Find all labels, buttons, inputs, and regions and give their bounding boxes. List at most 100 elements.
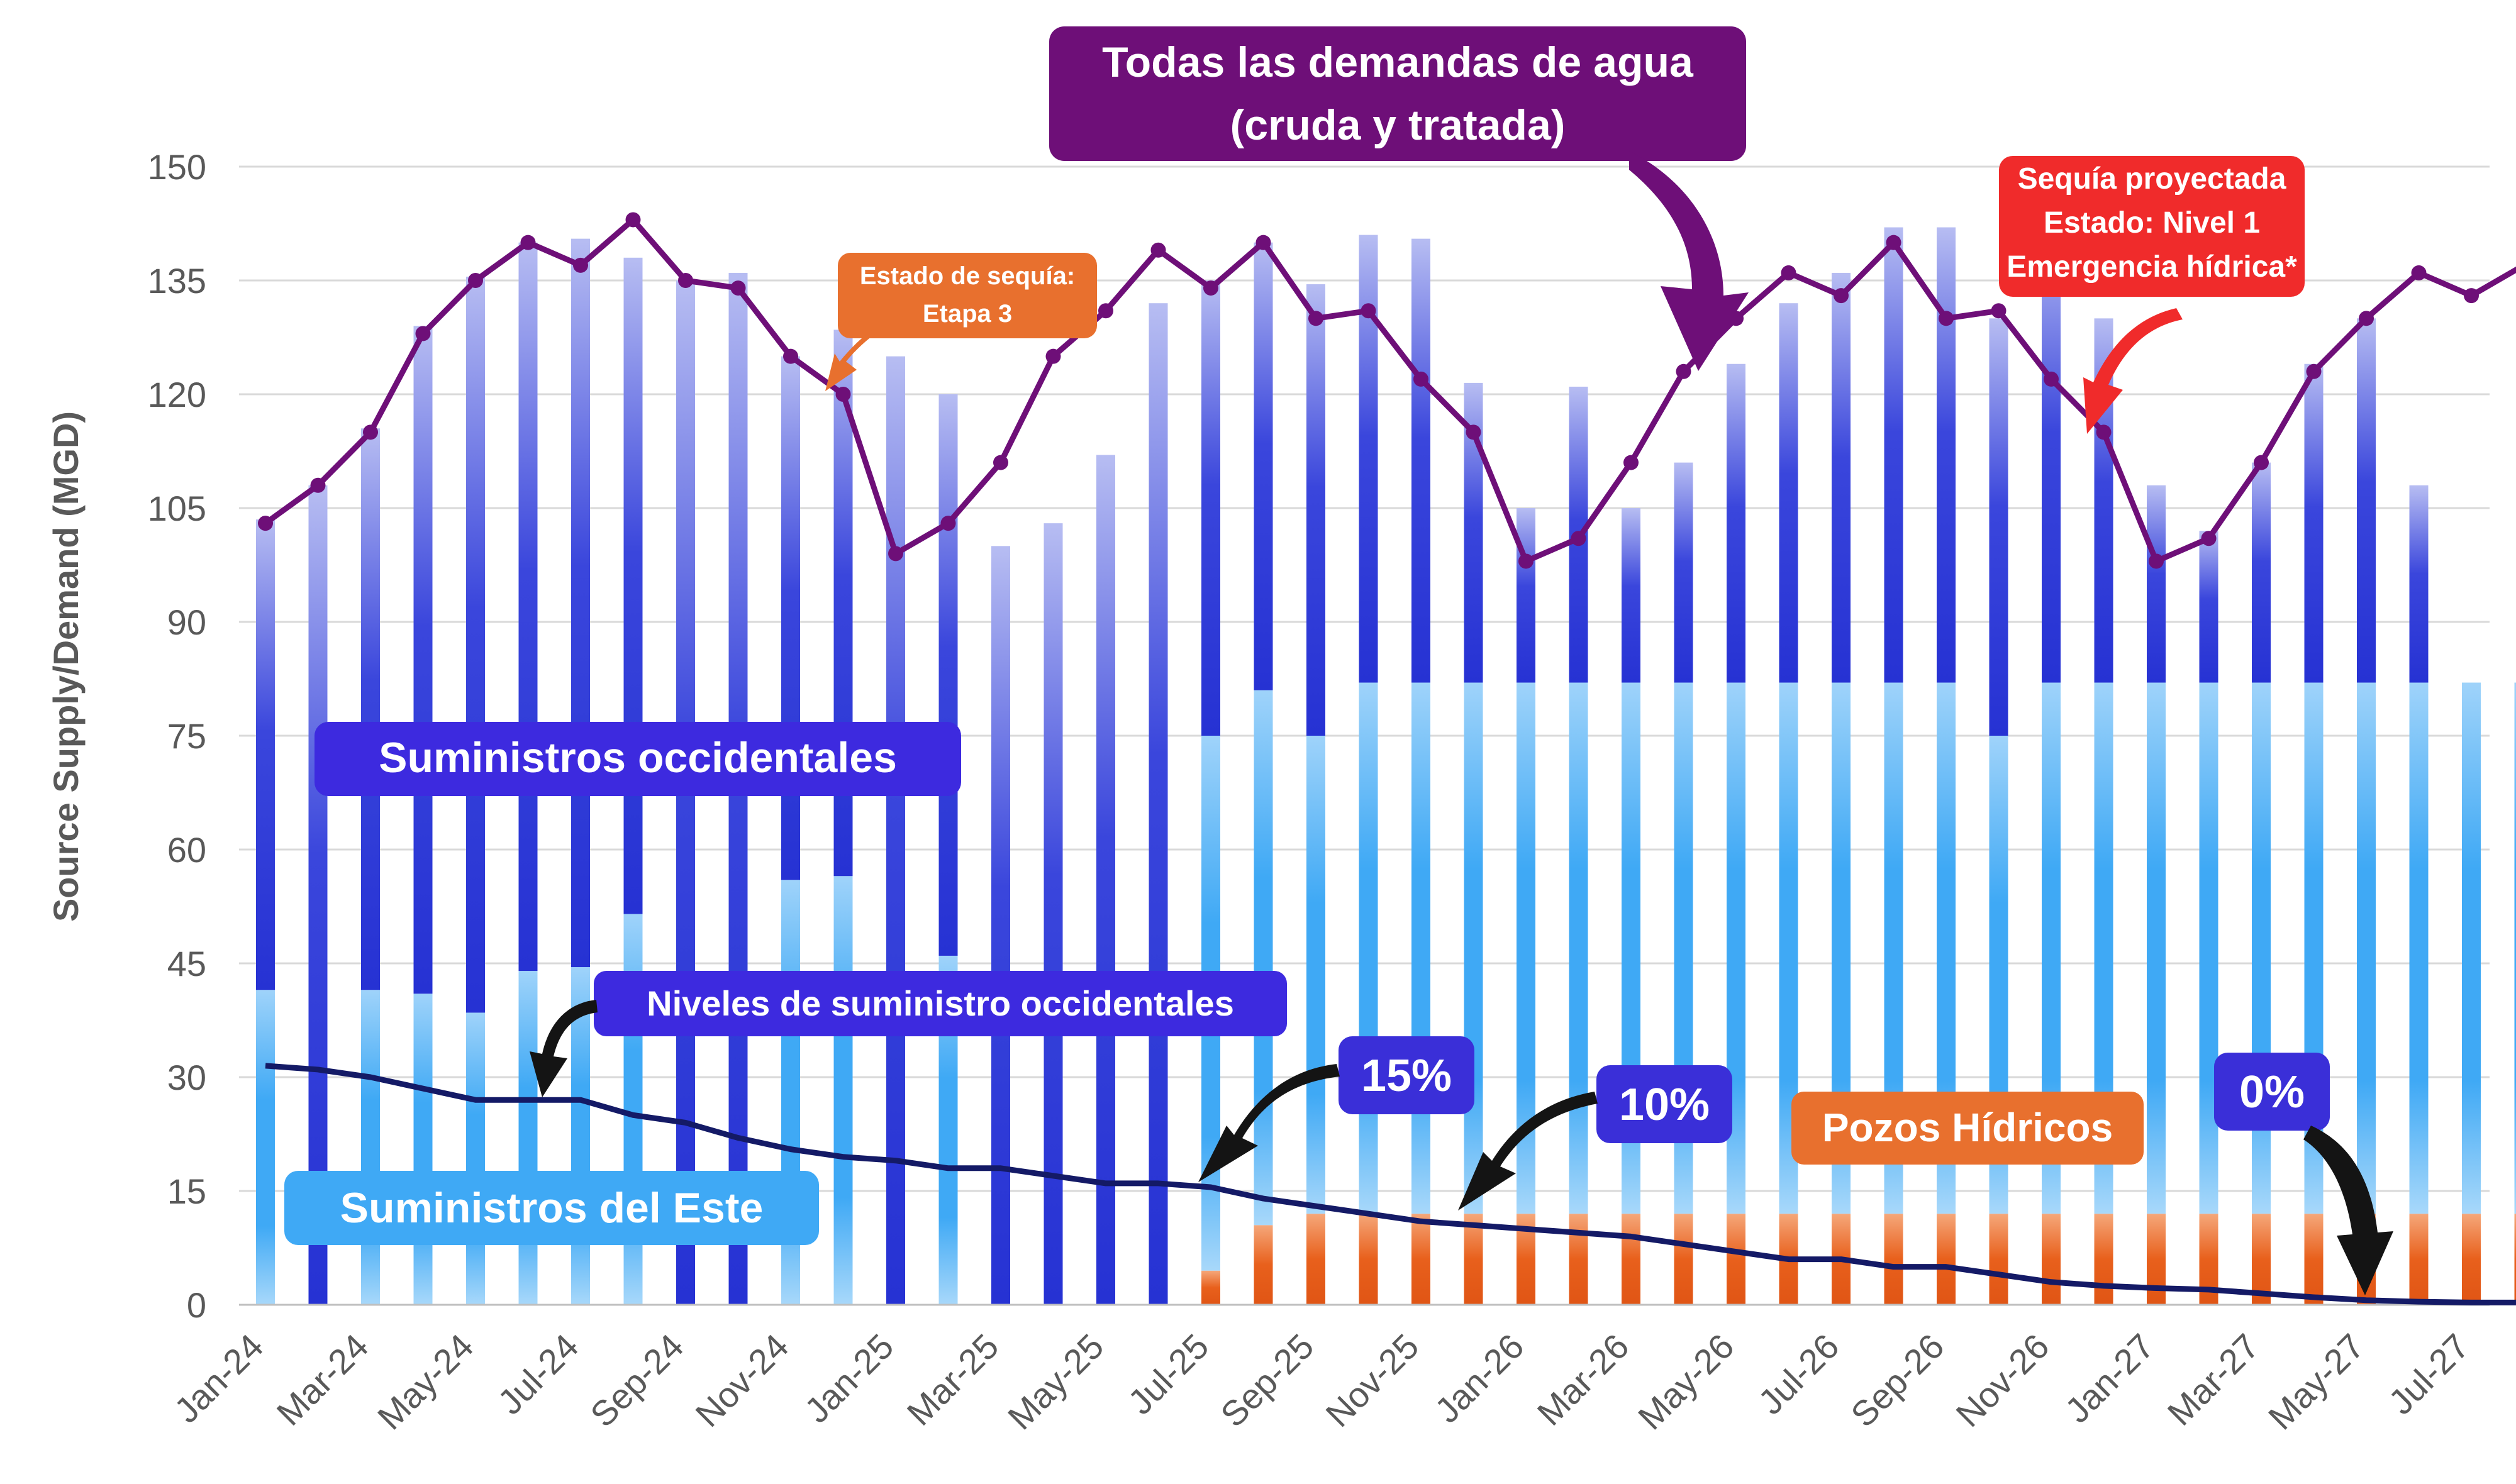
bar-eastern	[1306, 736, 1325, 1214]
x-tick-label: Nov-25	[1318, 1326, 1426, 1434]
bar-eastern	[1359, 682, 1378, 1214]
y-tick-label: 105	[148, 489, 206, 528]
bar-wells	[2409, 1214, 2429, 1305]
bar-western	[413, 326, 433, 994]
x-tick-label: Jul-25	[1120, 1326, 1216, 1422]
demand-point	[1571, 531, 1586, 546]
bar-wells	[1727, 1214, 1745, 1305]
bar-eastern	[413, 994, 433, 1305]
bar-wells	[2462, 1214, 2481, 1305]
demand-point	[573, 257, 588, 273]
bar-wells	[2304, 1214, 2324, 1305]
bar-wells	[1359, 1214, 1378, 1305]
bar-wells	[1937, 1214, 1956, 1305]
demand-title-line1: Todas las demandas de agua	[1102, 38, 1694, 86]
bar-western	[1779, 303, 1798, 683]
x-tick-label: Nov-24	[687, 1326, 796, 1434]
demand-point	[468, 273, 483, 288]
bar-wells	[1989, 1214, 2008, 1305]
demand-point	[310, 477, 326, 493]
annotation-pct15: 15%	[1198, 1036, 1474, 1182]
annotation-eastern: Suministros del Este	[284, 1171, 819, 1245]
bar-western	[1306, 284, 1325, 736]
demand-point	[2201, 531, 2217, 546]
demand-point	[625, 212, 641, 228]
demand-point	[520, 235, 536, 250]
demand-arrow-icon	[1629, 151, 1749, 371]
demand-point	[2254, 455, 2269, 470]
projected-callout-box	[1999, 156, 2305, 297]
demand-point	[2149, 553, 2164, 569]
bar-western	[991, 546, 1010, 1305]
demand-point	[415, 326, 431, 341]
demand-title-line2: (cruda y tratada)	[1230, 101, 1566, 149]
supply-levels-box	[594, 971, 1287, 1036]
y-tick-label: 75	[167, 716, 206, 756]
demand-point	[1255, 235, 1271, 250]
bar-western	[1201, 280, 1220, 736]
x-tick-label: Sep-26	[1843, 1326, 1951, 1434]
stage3-line2: Etapa 3	[923, 300, 1012, 328]
bar-western	[466, 276, 485, 1013]
bar-western	[886, 356, 905, 1305]
pct10-label: 10%	[1619, 1080, 1710, 1130]
bar-western	[1517, 508, 1535, 683]
bar-western	[2252, 462, 2271, 683]
stage3-arrow-icon	[825, 314, 905, 391]
bar-eastern	[2357, 682, 2376, 1214]
demand-point	[1150, 242, 1166, 258]
annotation-western: Suministros occidentales	[314, 722, 961, 796]
pct15-label: 15%	[1361, 1051, 1452, 1101]
x-tick-label: Mar-26	[1530, 1326, 1637, 1433]
bar-western	[1096, 455, 1115, 1305]
pct0-label: 0%	[2239, 1067, 2305, 1117]
demand-point	[2359, 311, 2374, 326]
demand-point	[835, 387, 851, 402]
eastern-supplies-box	[284, 1171, 819, 1245]
x-tick-label: Sep-24	[582, 1326, 691, 1434]
demand-point	[1886, 235, 1901, 250]
annotation-pct10: 10%	[1458, 1065, 1732, 1210]
y-tick-label: 120	[148, 375, 206, 414]
bar-western	[308, 485, 328, 1305]
bar-western	[1411, 238, 1430, 683]
demand-point	[1308, 311, 1323, 326]
demand-point	[363, 424, 378, 440]
x-tick-label: Mar-27	[2160, 1326, 2267, 1433]
demand-point	[678, 273, 693, 288]
series-lines	[258, 212, 2516, 1305]
bar-western	[1937, 227, 1956, 683]
y-tick-label: 90	[167, 602, 206, 642]
bar-eastern	[2514, 682, 2516, 1214]
bar-western	[1622, 508, 1640, 683]
bar-eastern	[2409, 682, 2429, 1214]
annotation-pct0: 0%	[2214, 1053, 2393, 1295]
x-tick-label: Sep-25	[1213, 1326, 1321, 1434]
bar-western	[2199, 531, 2218, 683]
bar-western	[256, 519, 275, 990]
y-axis-label: Source Supply/Demand (MGD)	[46, 411, 86, 922]
x-tick-label: Jul-26	[1751, 1326, 1846, 1422]
x-tick-label: May-26	[1630, 1326, 1742, 1437]
eastern-supplies-label: Suministros del Este	[340, 1184, 764, 1232]
bar-western	[2357, 318, 2376, 683]
supply-levels-arrow-icon	[530, 1000, 598, 1097]
bar-wells	[1306, 1214, 1325, 1305]
bar-eastern	[2147, 682, 2166, 1214]
supply-levels-label: Niveles de suministro occidentales	[647, 983, 1234, 1023]
x-tick-label: Jan-26	[1427, 1326, 1532, 1431]
pct10-arrow-icon	[1458, 1092, 1598, 1210]
wells-label: Pozos Hídricos	[1822, 1105, 2113, 1150]
demand-point	[1518, 553, 1534, 569]
bar-eastern	[518, 971, 538, 1305]
bar-western	[1884, 227, 1903, 683]
demand-point	[1098, 303, 1113, 319]
y-tick-label: 30	[167, 1058, 206, 1097]
bar-western	[781, 356, 800, 880]
pct0-box	[2214, 1053, 2330, 1131]
demand-point	[1676, 363, 1691, 379]
demand-point	[1203, 280, 1218, 296]
bar-wells	[2252, 1214, 2271, 1305]
annotation-stage3: Estado de sequía: Etapa 3	[825, 253, 1097, 391]
